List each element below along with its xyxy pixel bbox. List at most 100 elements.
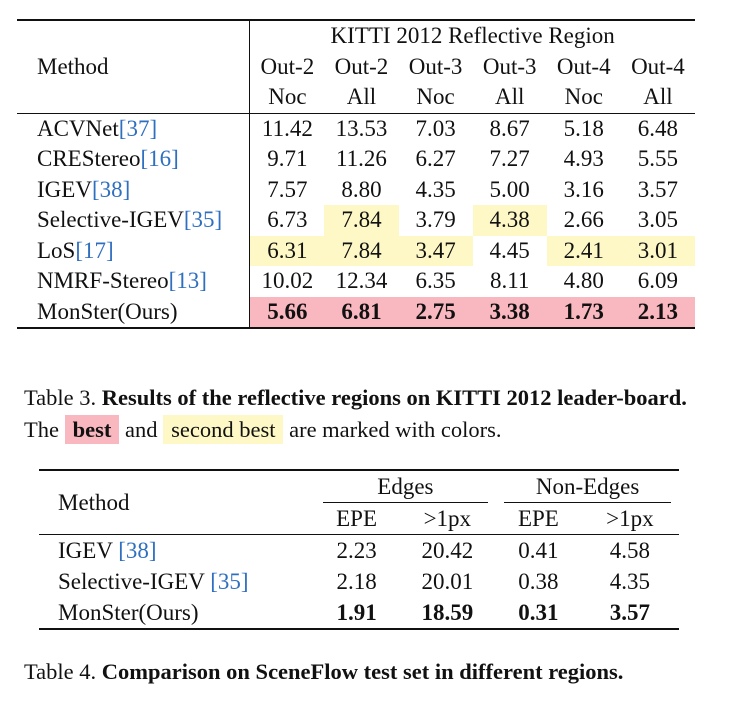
citation-link[interactable]: [38] <box>91 176 131 202</box>
method-name-cell: NMRF-Stereo[13] <box>17 266 251 297</box>
value-cell: 13.53 <box>324 112 399 144</box>
value-cell: 6.73 <box>267 207 308 232</box>
caption-4-title: Comparison on SceneFlow test set in diff… <box>101 659 624 684</box>
t3-method-spacer-2 <box>17 82 251 113</box>
t3-col-top: Out-2 <box>334 53 389 79</box>
value-cell: 0.31 <box>496 597 581 630</box>
t4-group-edges: Edges <box>314 469 497 503</box>
table-row: Selective-IGEV [35] 2.18 20.01 0.38 4.35 <box>39 566 679 597</box>
value-cell: 6.48 <box>620 112 695 144</box>
t4-method-header: Method <box>39 469 315 535</box>
value-cell: 6.81 <box>324 296 399 329</box>
value-cell: 2.18 <box>336 569 377 594</box>
t4-group-non-edges-label: Non-Edges <box>504 471 671 503</box>
value-cell: 2.66 <box>563 207 604 232</box>
value-cell: 7.84 <box>324 235 399 266</box>
t3-col-bottom: All <box>494 84 525 109</box>
table-4: Method Edges Non-Edges EPE >1px EPE >1px… <box>39 469 679 630</box>
t3-col-bottom: Noc <box>416 84 455 109</box>
value-cell: 7.27 <box>489 146 530 171</box>
caption-4-label: Table 4. <box>24 659 97 684</box>
t4-group-non-edges: Non-Edges <box>496 469 679 503</box>
value-cell: 2.75 <box>398 296 473 329</box>
method-name-cell: IGEV[38] <box>17 174 251 205</box>
t3-col-top: Out-3 <box>482 53 537 79</box>
table-3: KITTI 2012 Reflective Region Method Out-… <box>17 19 695 329</box>
value-cell: 9.71 <box>267 146 308 171</box>
method-name-cell: Selective-IGEV[35] <box>17 205 251 236</box>
t4-subcol: >1px <box>423 506 472 531</box>
value-cell: 6.27 <box>415 146 456 171</box>
t3-col-bottom: All <box>643 84 673 109</box>
t4-subcol: EPE <box>336 506 378 531</box>
citation-link[interactable]: [17] <box>75 237 114 263</box>
value-cell: 8.11 <box>489 268 530 293</box>
value-cell: 8.80 <box>341 176 382 202</box>
citation-link[interactable]: [35] <box>210 569 249 594</box>
value-cell: 3.57 <box>637 176 679 202</box>
value-cell: 3.05 <box>637 207 679 232</box>
method-name-cell: LoS[17] <box>17 235 251 266</box>
value-cell: 2.13 <box>620 296 695 329</box>
value-cell: 11.42 <box>249 112 325 144</box>
citation-link[interactable]: [38] <box>118 538 157 563</box>
citation-link[interactable]: [35] <box>183 207 223 232</box>
value-cell: 5.66 <box>249 296 325 329</box>
method-name: LoS <box>37 237 76 263</box>
t4-subcol: >1px <box>606 506 654 531</box>
value-cell: 1.73 <box>546 296 621 329</box>
method-name-cell: IGEV [38] <box>39 534 315 566</box>
value-cell: 4.93 <box>563 146 604 171</box>
value-cell: 4.38 <box>472 205 547 236</box>
method-name-cell: Selective-IGEV [35] <box>39 566 315 597</box>
caption-3-title: Results of the reflective regions on KIT… <box>101 385 687 410</box>
value-cell: 11.26 <box>336 146 387 171</box>
table-row: Selective-IGEV[35] 6.73 7.84 3.79 4.38 2.66 3.… <box>17 205 695 236</box>
method-name-cell: ACVNet[37] <box>17 112 251 144</box>
value-cell: 3.38 <box>472 296 547 329</box>
t4-subcol: EPE <box>517 506 559 531</box>
value-cell: 2.23 <box>314 534 399 566</box>
value-cell: 6.31 <box>249 235 325 266</box>
method-name: Selective-IGEV <box>37 207 184 232</box>
value-cell: 0.41 <box>496 534 581 566</box>
value-cell: 5.55 <box>637 146 679 171</box>
value-cell: 2.41 <box>546 235 621 266</box>
method-name: Selective-IGEV <box>58 569 205 594</box>
t3-group-header: KITTI 2012 Reflective Region <box>249 19 695 52</box>
value-cell: 3.57 <box>580 597 679 630</box>
t3-col-top: Out-4 <box>631 53 685 79</box>
value-cell: 6.09 <box>637 268 679 293</box>
value-cell: 0.38 <box>518 569 559 594</box>
value-cell: 1.91 <box>314 597 399 630</box>
t3-col-bottom: Noc <box>564 84 603 109</box>
t3-col-top: Out-2 <box>260 53 315 79</box>
value-cell: 4.80 <box>563 268 604 293</box>
value-cell: 4.35 <box>415 176 456 202</box>
t3-col-bottom: Noc <box>268 84 307 109</box>
table-row: IGEV [38] 2.23 20.42 0.41 4.58 <box>39 534 679 566</box>
value-cell: 3.01 <box>620 235 695 266</box>
value-cell: 8.67 <box>472 112 547 144</box>
t3-method-header: Method <box>17 51 251 82</box>
value-cell: 18.59 <box>398 597 497 630</box>
t3-col-bottom: All <box>346 84 377 109</box>
caption-3-pre: The <box>24 417 59 442</box>
value-cell: 7.03 <box>398 112 473 144</box>
table-row: MonSter(Ours) 1.91 18.59 0.31 3.57 <box>39 597 679 630</box>
citation-link[interactable]: [16] <box>140 146 179 171</box>
method-name: NMRF-Stereo <box>37 268 169 293</box>
citation-link[interactable]: [37] <box>118 115 158 141</box>
table-row: MonSter(Ours) 5.66 6.81 2.75 3.38 1.73 2.13 <box>17 296 695 329</box>
value-cell: 4.35 <box>609 569 650 594</box>
citation-link[interactable]: [13] <box>168 268 207 293</box>
legend-best-chip: best <box>64 415 120 444</box>
value-cell: 5.00 <box>489 176 530 202</box>
table-row: CREStereo[16] 9.71 11.26 6.27 7.27 4.93 5.55 <box>17 144 695 175</box>
method-name: IGEV <box>37 176 92 202</box>
caption-3-and: and <box>124 417 158 442</box>
value-cell: 20.42 <box>398 534 497 566</box>
t3-col-top: Out-3 <box>408 53 463 79</box>
method-name: MonSter(Ours) <box>37 298 178 324</box>
value-cell: 3.16 <box>563 176 604 202</box>
